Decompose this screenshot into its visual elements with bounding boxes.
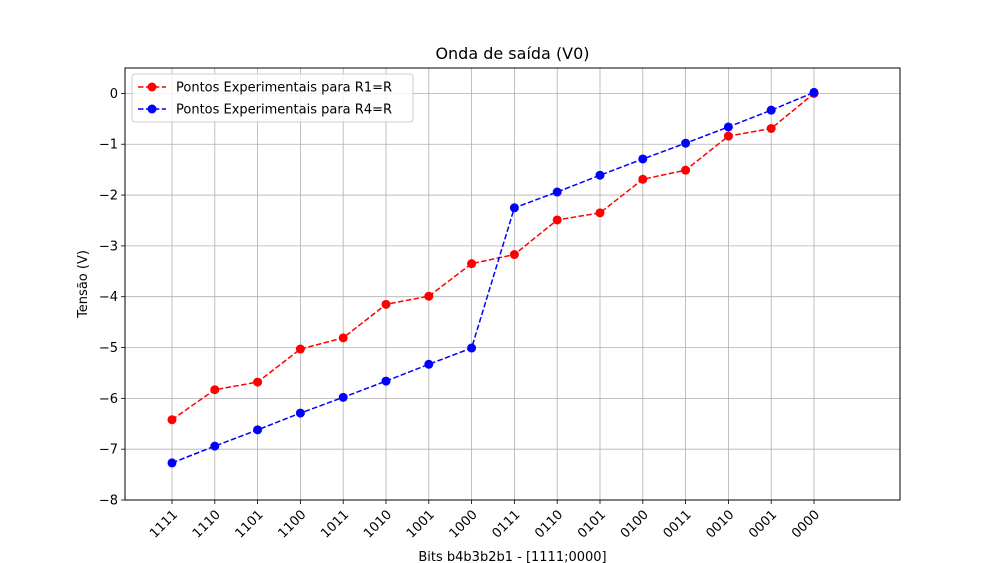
data-point-series-2 [681, 138, 691, 148]
legend-box [131, 73, 414, 123]
data-point-series-1 [595, 208, 605, 218]
y-tick-label: −6 [99, 392, 118, 407]
data-point-series-1 [552, 215, 562, 225]
y-tick-label: −4 [99, 290, 118, 305]
data-point-series-2 [338, 392, 348, 402]
data-point-series-2 [467, 343, 477, 353]
data-point-series-2 [381, 376, 391, 386]
data-point-series-1 [723, 131, 733, 141]
data-point-series-2 [595, 170, 605, 180]
x-tick-label: 1100 [275, 507, 309, 541]
data-point-series-1 [681, 165, 691, 175]
data-point-series-2 [253, 425, 263, 435]
y-axis-label: Tensão (V) [76, 250, 91, 319]
data-point-series-1 [467, 259, 477, 269]
y-tick-label: −1 [99, 138, 118, 153]
x-tick-label: 0000 [789, 507, 823, 541]
data-point-series-2 [295, 408, 305, 418]
x-tick-label: 0010 [703, 507, 737, 541]
data-point-series-1 [381, 299, 391, 309]
data-point-series-1 [167, 415, 177, 425]
y-axis: 0 −1 −2 −3 −4 −5 −6 −7 −8 [99, 87, 125, 509]
data-point-series-2 [424, 359, 434, 369]
data-point-series-1 [253, 377, 263, 387]
x-tick-label: 0101 [575, 507, 609, 541]
series-layer [167, 87, 819, 468]
data-point-series-1 [295, 344, 305, 354]
data-point-series-2 [809, 87, 819, 97]
data-point-series-1 [338, 333, 348, 343]
legend: Pontos Experimentais para R1=R Pontos Exp… [131, 73, 414, 123]
chart-title: Onda de saída (V0) [435, 44, 589, 63]
x-tick-label: 1111 [147, 507, 181, 541]
x-tick-label: 1001 [404, 507, 438, 541]
data-point-series-2 [766, 105, 776, 115]
y-tick-label: −7 [99, 443, 118, 458]
data-point-series-1 [766, 123, 776, 133]
y-tick-label: −2 [99, 189, 118, 204]
data-point-series-2 [210, 441, 220, 451]
x-tick-label: 0111 [489, 507, 523, 541]
x-tick-label: 1000 [447, 507, 481, 541]
data-point-series-1 [638, 174, 648, 184]
x-tick-label: 0110 [532, 507, 566, 541]
legend-label-2: Pontos Experimentais para R4=R [176, 103, 392, 118]
x-tick-label: 0001 [746, 507, 780, 541]
data-point-series-2 [167, 458, 177, 468]
x-tick-label: 0011 [661, 507, 695, 541]
data-point-series-2 [638, 154, 648, 164]
data-point-series-2 [723, 122, 733, 132]
y-tick-label: −3 [99, 239, 118, 254]
y-tick-label: −8 [99, 494, 118, 509]
data-point-series-1 [210, 385, 220, 395]
grid [125, 68, 900, 501]
plot-frame [124, 67, 901, 501]
data-point-series-1 [424, 291, 434, 301]
legend-marker-2 [147, 104, 157, 114]
series-line-1 [171, 92, 815, 421]
x-axis: 1111 1110 1101 1100 1011 1010 1001 1000 0111 0110… [147, 500, 823, 541]
x-tick-label: 1101 [233, 507, 267, 541]
x-tick-label: 0100 [618, 507, 652, 541]
y-tick-label: −5 [99, 341, 118, 356]
data-point-series-2 [552, 187, 562, 197]
x-tick-label: 1010 [361, 507, 395, 541]
series-line-2 [171, 91, 815, 464]
data-point-series-1 [509, 250, 519, 260]
data-point-series-2 [509, 203, 519, 213]
x-tick-label: 1110 [190, 507, 224, 541]
legend-marker-1 [147, 82, 157, 92]
x-tick-label: 1011 [318, 507, 352, 541]
legend-label-1: Pontos Experimentais para R1=R [176, 81, 392, 96]
y-tick-label: 0 [110, 87, 118, 102]
x-axis-label: Bits b4b3b2b1 - [1111;0000] [418, 550, 606, 563]
